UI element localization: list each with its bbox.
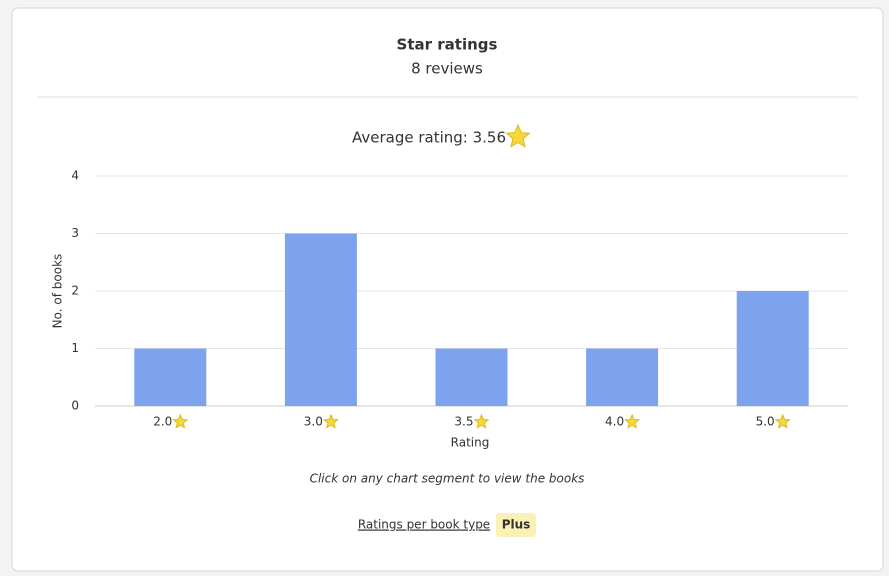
bar[interactable] — [586, 348, 659, 407]
x-tick-label: 5.0 — [756, 415, 775, 429]
badge-text: Plus — [502, 518, 531, 532]
y-axis-label: No. of books — [51, 254, 65, 329]
x-axis-label: Rating — [451, 436, 490, 450]
x-tick-label: 4.0 — [605, 415, 624, 429]
chart-title: Average rating: 3.56 — [352, 129, 506, 147]
y-tick-label: 0 — [71, 399, 79, 413]
x-tick-label: 2.0 — [153, 415, 172, 429]
star-icon — [624, 413, 641, 429]
star-icon — [505, 123, 531, 148]
bar[interactable] — [736, 291, 809, 406]
y-tick-label: 4 — [71, 169, 79, 183]
card-title: Star ratings — [397, 36, 498, 54]
badge[interactable] — [496, 513, 536, 537]
note: Click on any chart segment to view the b… — [310, 472, 585, 486]
card-subtitle: 8 reviews — [411, 60, 483, 78]
card — [11, 7, 884, 572]
star-icon — [774, 413, 791, 429]
star-icon — [473, 413, 490, 429]
y-tick-label: 3 — [71, 226, 79, 240]
book-type-link[interactable]: Ratings per book type — [358, 518, 490, 532]
y-tick-label: 2 — [71, 284, 79, 298]
star-icon — [322, 413, 339, 429]
x-tick-label: 3.5 — [454, 415, 473, 429]
bar[interactable] — [284, 233, 357, 407]
x-tick-label: 3.0 — [304, 415, 323, 429]
star-icon — [172, 413, 189, 429]
bar[interactable] — [435, 348, 508, 407]
y-tick-label: 1 — [71, 341, 79, 355]
bar[interactable] — [134, 348, 207, 407]
